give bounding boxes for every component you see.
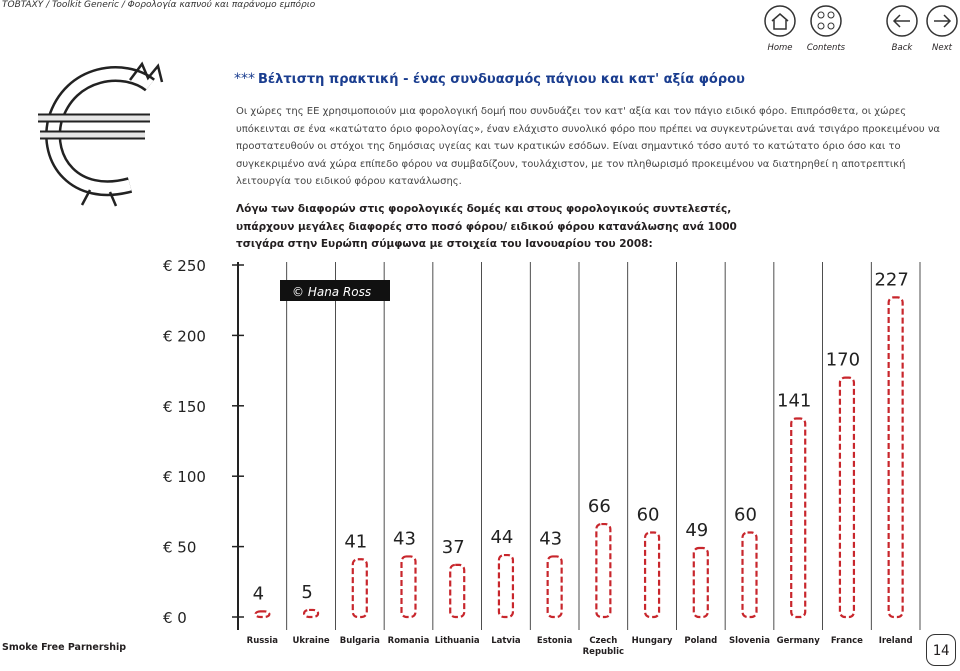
bar — [887, 296, 904, 619]
x-tick-label: Ireland — [878, 636, 913, 646]
footer-organization: Smoke Free Parnership — [2, 642, 127, 653]
bar — [351, 558, 368, 619]
bar — [838, 376, 856, 619]
value-label: 44 — [490, 527, 513, 548]
x-tick-label: Estonia — [536, 636, 573, 646]
nav-next[interactable]: Next — [919, 0, 960, 53]
value-label: 141 — [777, 390, 811, 411]
intro-paragraph: Οι χώρες της ΕΕ χρησιμοποιούν μια φορολο… — [236, 106, 941, 187]
y-tick-label: € 100 — [163, 468, 206, 486]
x-tick-label: Slovenia — [729, 636, 770, 646]
y-tick-label: € 0 — [163, 609, 187, 627]
home-icon — [764, 5, 796, 37]
y-tick-label: € 250 — [163, 257, 206, 275]
value-label: 4 — [253, 583, 264, 604]
euro-illustration — [38, 61, 164, 207]
bar — [546, 555, 563, 619]
stars-left: *** — [234, 72, 255, 84]
credit-box — [280, 280, 390, 301]
bar — [497, 553, 515, 619]
nav-label: Back — [891, 43, 913, 53]
x-tick-label: Lithuania — [434, 636, 480, 646]
nav-label: Contents — [806, 43, 846, 53]
contents-icon — [810, 5, 842, 37]
chart-title: Λόγω των διαφορών στις φορολογικές δομές… — [236, 203, 737, 250]
x-tick-label: France — [830, 636, 863, 646]
value-label: 49 — [685, 520, 708, 541]
y-tick-label: € 150 — [163, 398, 206, 416]
x-tick-label: Romania — [387, 636, 430, 646]
value-label: 37 — [442, 537, 465, 558]
x-tick-label: Czech Republic — [582, 636, 625, 657]
value-label: 41 — [344, 531, 367, 552]
value-label: 60 — [637, 505, 660, 526]
x-tick-label: Poland — [684, 636, 718, 646]
x-tick-label: Hungary — [631, 636, 673, 646]
bar — [449, 563, 466, 619]
nav-label: Home — [767, 43, 793, 53]
value-label: 43 — [393, 528, 416, 549]
bar — [254, 610, 271, 619]
bar — [302, 608, 320, 619]
nav-home[interactable]: Home — [757, 0, 803, 53]
x-tick-label: Latvia — [491, 636, 521, 646]
x-tick-label: Russia — [246, 636, 279, 646]
bar — [790, 417, 807, 619]
value-label: 227 — [874, 269, 908, 290]
next-icon — [926, 5, 958, 37]
section-title: Βέλτιστη πρακτική - ένας συνδυασμός πάγι… — [258, 72, 745, 87]
value-label: 170 — [826, 350, 860, 371]
bar — [741, 531, 758, 619]
value-label: 66 — [588, 496, 611, 517]
nav-label: Next — [932, 43, 952, 53]
y-tick-label: € 50 — [163, 539, 196, 557]
x-tick-label: Germany — [776, 636, 820, 646]
value-label: 5 — [301, 582, 312, 603]
bar — [643, 531, 661, 619]
credit: © Hana Ross — [292, 285, 371, 299]
nav-contents[interactable]: Contents — [803, 0, 849, 53]
page-number: 14 — [926, 634, 956, 666]
x-tick-label: Ukraine — [292, 636, 330, 646]
bar — [595, 522, 612, 619]
x-tick-label: Bulgaria — [339, 636, 380, 646]
bar — [692, 546, 709, 619]
value-label: 43 — [539, 528, 562, 549]
value-label: 60 — [734, 505, 757, 526]
back-icon — [886, 5, 918, 37]
breadcrumb: TOBTAXY / Toolkit Generic / Φορολογία κα… — [2, 0, 316, 10]
y-tick-label: € 200 — [163, 327, 206, 345]
bar — [400, 555, 417, 619]
nav-back[interactable]: Back — [879, 0, 925, 53]
svg-text:***: *** — [234, 72, 255, 84]
